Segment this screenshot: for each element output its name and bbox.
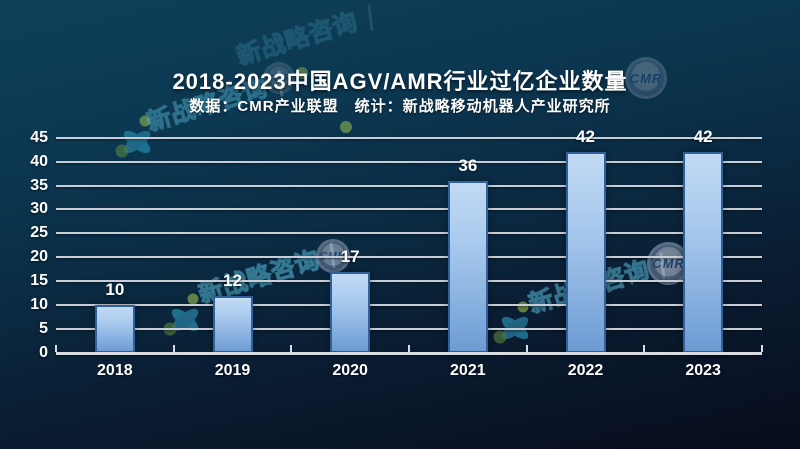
gridline [56, 160, 762, 163]
bar-value-label: 17 [340, 246, 360, 266]
x-axis-tick [525, 345, 528, 352]
gridline [56, 208, 762, 211]
x-axis-label-2023: 2023 [685, 362, 721, 379]
gridline [56, 184, 762, 187]
y-axis-tick-label: 0 [39, 344, 48, 361]
gridline [56, 280, 762, 283]
x-axis-label-2018: 2018 [97, 362, 133, 379]
gridline [56, 328, 762, 331]
gridline [56, 256, 762, 259]
x-axis-tick [761, 345, 763, 352]
bar-value-label: 42 [576, 127, 595, 147]
y-axis-tick-label: 5 [39, 320, 48, 338]
bar-2019 [212, 295, 253, 353]
y-axis-tick-label: 30 [30, 200, 48, 218]
y-axis-tick-label: 10 [30, 296, 48, 314]
chart-subtitle: 数据：CMR产业联盟 统计：新战略移动机器人产业研究所 [189, 98, 611, 115]
y-axis-tick-label: 15 [30, 272, 48, 290]
watermark-brand-row: 新战略咨询 [233, 4, 376, 72]
watermark-brand-logo-icon [111, 111, 163, 168]
watermark-brand-logo-icon [159, 289, 211, 346]
watermark-dot-icon [340, 120, 352, 138]
bar-2020 [330, 271, 371, 353]
x-axis-tick [172, 345, 175, 352]
x-axis-label-2019: 2019 [214, 362, 251, 379]
bar-value-label: 12 [223, 270, 242, 290]
gridline [56, 232, 762, 235]
y-axis-tick-label: 35 [30, 176, 48, 194]
watermark-brand-text: 新战略咨询 [233, 7, 362, 71]
bar-2021 [447, 180, 488, 353]
x-axis-tick [643, 345, 646, 352]
x-axis-label-2020: 2020 [332, 362, 368, 379]
x-axis-tick [408, 345, 410, 352]
bar-2018 [94, 305, 135, 353]
y-axis-tick-label: 40 [30, 152, 48, 170]
x-axis-label-2022: 2022 [567, 362, 604, 379]
watermark-divider [367, 4, 374, 31]
x-axis-label-2021: 2021 [450, 362, 486, 379]
y-axis-tick-label: 20 [30, 248, 48, 266]
bar-value-label: 36 [458, 155, 478, 175]
y-axis-tick-label: 25 [30, 224, 48, 242]
chart-title: 2018-2023中国AGV/AMR行业过亿企业数量 [172, 69, 628, 94]
gridline [56, 304, 762, 307]
x-axis-tick [55, 345, 57, 352]
y-axis-tick-label: 45 [30, 128, 48, 146]
bar-value-label: 42 [693, 127, 713, 147]
bar-2022 [565, 152, 606, 353]
gridline [56, 136, 762, 139]
bar-2023 [683, 152, 724, 353]
x-axis-line [56, 352, 762, 355]
x-axis-tick [290, 345, 293, 352]
bar-value-label: 10 [105, 280, 125, 300]
